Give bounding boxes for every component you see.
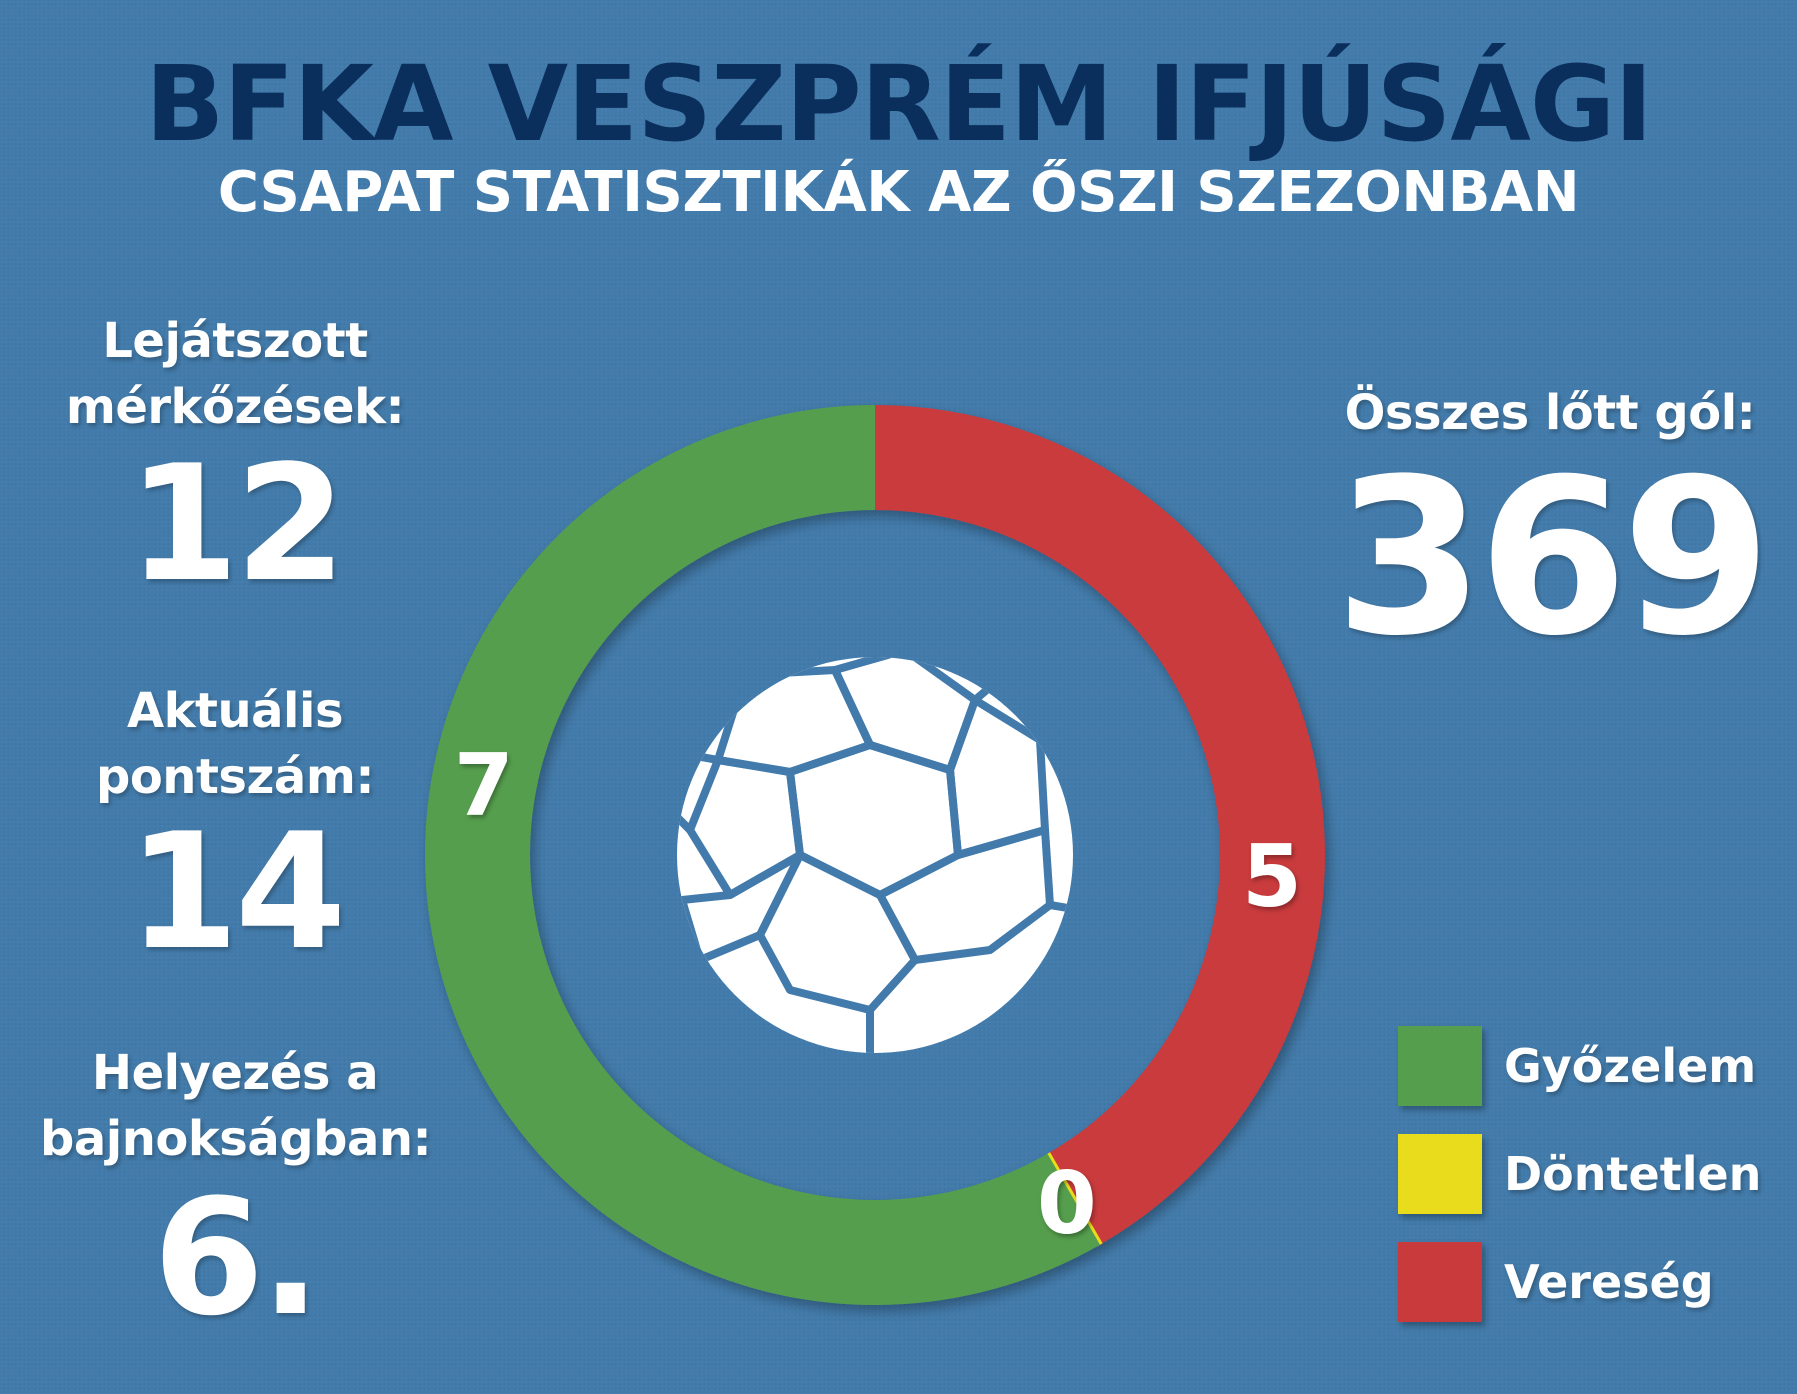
stat-points-value: 14 [127,798,347,985]
donut-slice-vereseg [875,405,1325,1245]
stat-league-rank-label-line1: Helyezés a [91,1045,379,1101]
legend-label-loss: Vereség [1504,1255,1714,1309]
legend-swatch-draw [1398,1134,1482,1214]
stat-matches-played-label-line1: Lejátszott [102,313,368,369]
stat-total-goals-label: Összes lőtt gól: [1344,385,1756,441]
stat-points-label-line2: pontszám: [95,749,375,805]
soccer-ball-icon [677,657,1073,1053]
page-title: BFKA VESZPRÉM IFJÚSÁGI [145,43,1653,165]
page-subtitle: CSAPAT STATISZTIKÁK AZ ŐSZI SZEZONBAN [217,160,1580,225]
stat-total-goals: Összes lőtt gól: 369 [1320,380,1780,665]
legend-label-draw: Döntetlen [1504,1147,1762,1201]
legend-swatch-loss [1398,1242,1482,1322]
stat-points: Aktuális pontszám: 14 [60,678,410,972]
legend-swatch-win [1398,1026,1482,1106]
legend-label-win: Győzelem [1504,1039,1757,1093]
stat-league-rank-value: 6. [152,1164,321,1351]
stat-total-goals-value: 369 [1334,432,1772,683]
donut-label-dontetlen: 0 [1037,1154,1097,1254]
stat-matches-played-value: 12 [127,430,347,617]
stat-league-rank-label-line2: bajnokságban: [40,1111,432,1167]
donut-label-gyozelem: 7 [454,736,514,836]
stat-league-rank: Helyezés a bajnokságban: 6. [40,1040,432,1351]
stat-points-label-line1: Aktuális [126,683,344,739]
stat-matches-played-label-line2: mérkőzések: [65,379,405,435]
donut-label-vereseg: 5 [1242,827,1302,927]
stat-matches-played: Lejátszott mérkőzések: 12 [60,308,410,604]
donut-slice-gyozelem [424,405,1100,1305]
